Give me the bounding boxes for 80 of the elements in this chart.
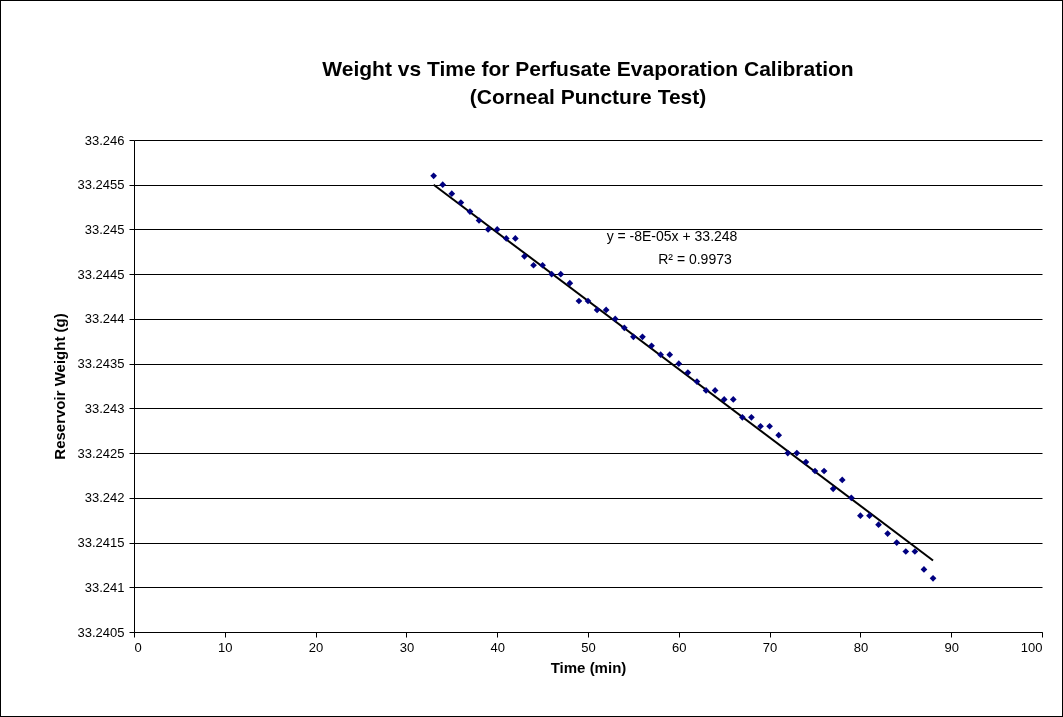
point — [838, 476, 846, 484]
point — [430, 172, 437, 180]
x-tick-label: 40 — [490, 639, 505, 655]
y-tick-label: 33.245 — [84, 221, 125, 237]
x-tick-label: 60 — [672, 639, 687, 655]
point — [857, 512, 864, 520]
point — [757, 422, 764, 430]
point — [684, 369, 692, 376]
point — [584, 297, 592, 305]
y-tick-label: 33.2435 — [77, 356, 125, 372]
point — [893, 539, 901, 546]
point — [630, 333, 637, 341]
point — [657, 351, 664, 359]
point — [766, 422, 773, 430]
annotation: y = -8E-05x + 33.248 — [606, 228, 738, 244]
x-tick-label: 10 — [218, 639, 233, 655]
x-axis-title: Time (min) — [550, 658, 627, 676]
y-tick-label: 33.244 — [84, 311, 125, 327]
y-tick-label: 33.2455 — [77, 177, 125, 193]
point — [729, 396, 737, 403]
point — [602, 306, 610, 314]
point — [829, 485, 837, 493]
y-tick-label: 33.241 — [84, 579, 125, 595]
y-tick-label: 33.2445 — [77, 266, 125, 282]
x-tick-label: 0 — [134, 639, 142, 655]
y-tick-label: 33.2425 — [77, 445, 125, 461]
x-tick-label: 70 — [762, 639, 778, 655]
point — [530, 261, 537, 269]
point — [866, 512, 873, 520]
point — [575, 297, 583, 305]
point — [739, 413, 746, 421]
point — [711, 387, 719, 394]
point — [884, 530, 891, 537]
point — [548, 270, 556, 278]
y-tick-label: 33.243 — [84, 400, 125, 416]
point — [666, 351, 674, 359]
y-tick-label: 33.2405 — [77, 624, 125, 640]
point — [720, 396, 728, 403]
point — [820, 467, 828, 475]
point — [620, 324, 628, 332]
point — [593, 306, 601, 314]
y-axis-title: Reservoir Weight (g) — [50, 313, 68, 460]
x-tick-label: 20 — [308, 639, 324, 655]
point — [902, 548, 910, 555]
point — [639, 333, 646, 341]
y-tick-label: 33.246 — [84, 132, 125, 148]
point — [566, 279, 574, 287]
x-tick-label: 30 — [399, 639, 415, 655]
text: Weight vs Time for Perfusate Evaporation Calibration — [322, 57, 854, 80]
point — [539, 261, 546, 269]
point — [457, 199, 465, 206]
text: (Corneal Puncture Test) — [469, 85, 707, 108]
point — [748, 413, 755, 421]
point — [875, 521, 882, 529]
point — [793, 449, 801, 457]
point — [929, 574, 937, 582]
point — [557, 270, 565, 278]
point — [920, 566, 928, 573]
point — [439, 181, 447, 189]
point — [648, 342, 655, 350]
point — [802, 458, 810, 466]
point — [611, 315, 619, 323]
point — [675, 360, 683, 367]
point — [512, 235, 519, 242]
x-tick-label: 100 — [1020, 639, 1043, 655]
point — [521, 252, 528, 260]
y-tick-label: 33.2415 — [77, 535, 125, 551]
point — [847, 494, 855, 502]
point — [784, 449, 792, 457]
point — [448, 190, 456, 198]
x-tick-label: 90 — [944, 639, 959, 655]
x-tick-label: 80 — [853, 639, 869, 655]
y-tick-label: 33.242 — [84, 490, 125, 506]
point — [775, 431, 783, 439]
annotation: R² = 0.9973 — [658, 251, 732, 267]
point — [493, 226, 501, 233]
point — [484, 226, 492, 233]
point — [502, 235, 510, 242]
x-tick-label: 50 — [581, 639, 596, 655]
point — [811, 467, 819, 475]
